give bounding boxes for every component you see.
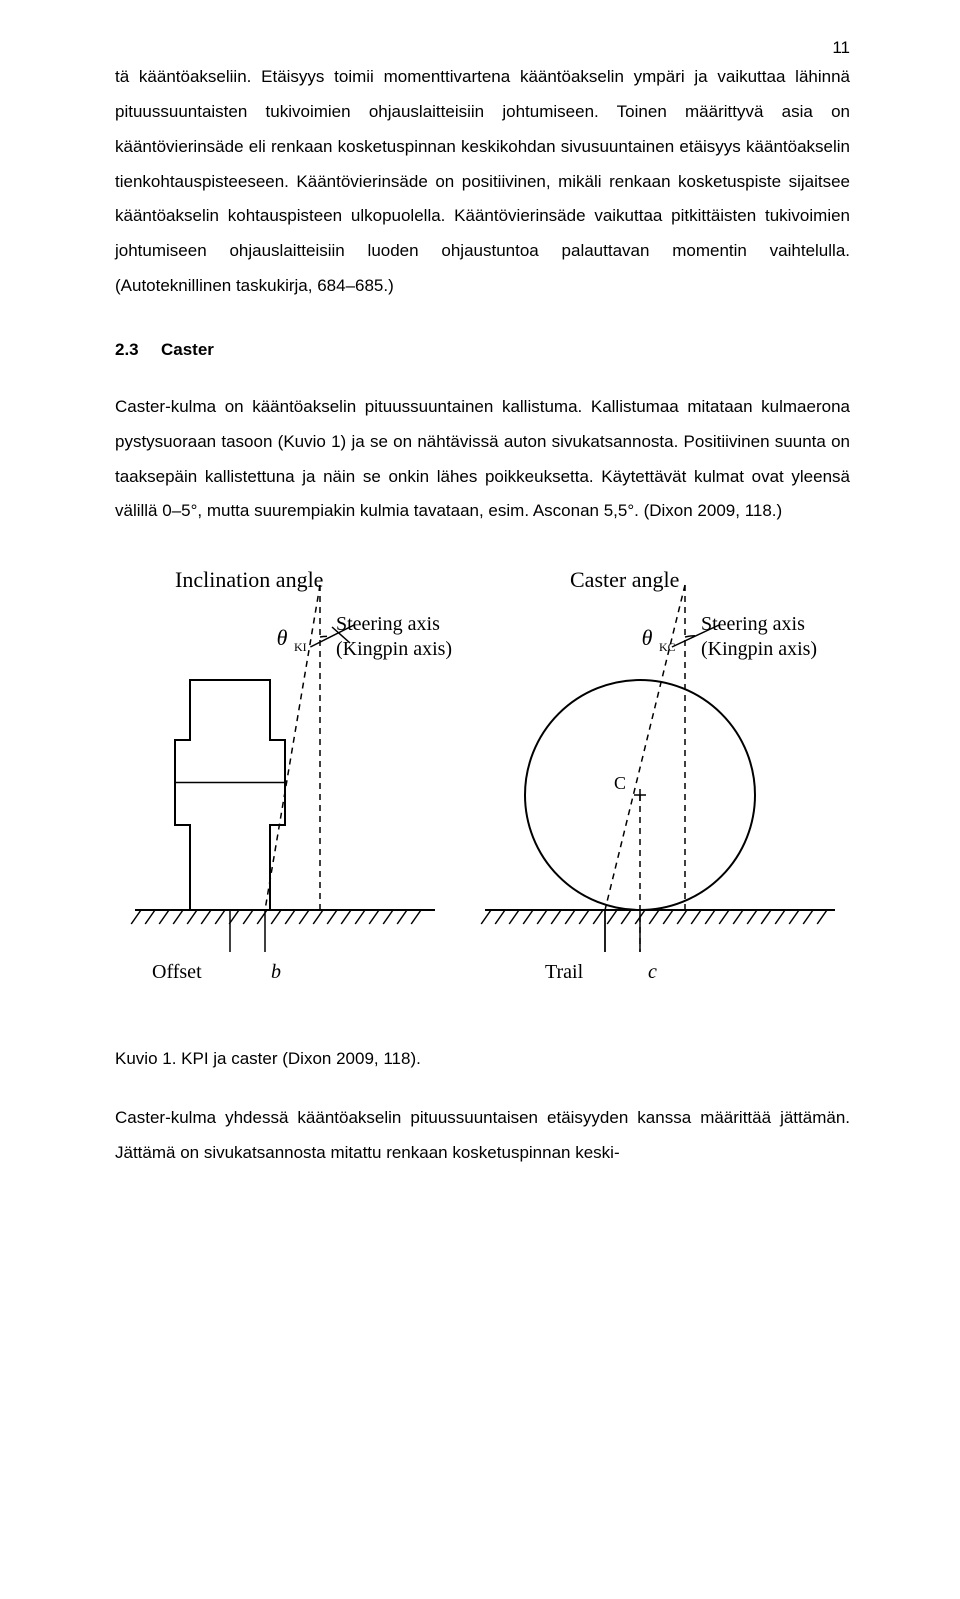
svg-text:b: b bbox=[271, 961, 281, 983]
svg-text:θ: θ bbox=[642, 625, 653, 650]
svg-text:Steering axis: Steering axis bbox=[336, 613, 440, 635]
section-number: 2.3 bbox=[115, 340, 161, 360]
body-paragraph-2: Caster-kulma on kääntöakselin pituussuun… bbox=[115, 390, 850, 529]
svg-text:Steering axis: Steering axis bbox=[701, 613, 805, 635]
section-heading: 2.3Caster bbox=[115, 340, 850, 360]
svg-text:(Kingpin axis): (Kingpin axis) bbox=[701, 638, 817, 660]
kpi-caster-diagram: θ KI Inclination angle Steering axis (Kingpi… bbox=[115, 565, 851, 1005]
figure-caption: Kuvio 1. KPI ja caster (Dixon 2009, 118)… bbox=[115, 1042, 850, 1077]
body-paragraph-3: Caster-kulma yhdessä kääntöakselin pituu… bbox=[115, 1101, 850, 1171]
page: 11 tä kääntöakseliin. Etäisyys toimii mo… bbox=[0, 0, 960, 1599]
svg-text:(Kingpin axis): (Kingpin axis) bbox=[336, 638, 452, 660]
section-title: Caster bbox=[161, 340, 214, 359]
figure: θ KI Inclination angle Steering axis (Kingpi… bbox=[115, 565, 850, 1010]
svg-text:c: c bbox=[648, 961, 657, 983]
svg-text:Inclination angle: Inclination angle bbox=[175, 567, 323, 592]
svg-text:θ: θ bbox=[277, 625, 288, 650]
svg-text:Caster angle: Caster angle bbox=[570, 567, 679, 592]
svg-text:Trail: Trail bbox=[545, 961, 584, 983]
body-paragraph-1: tä kääntöakseliin. Etäisyys toimii momen… bbox=[115, 60, 850, 304]
svg-text:C: C bbox=[614, 773, 626, 793]
svg-text:Offset: Offset bbox=[152, 961, 202, 983]
page-number: 11 bbox=[832, 38, 850, 58]
svg-text:KI: KI bbox=[294, 640, 307, 654]
